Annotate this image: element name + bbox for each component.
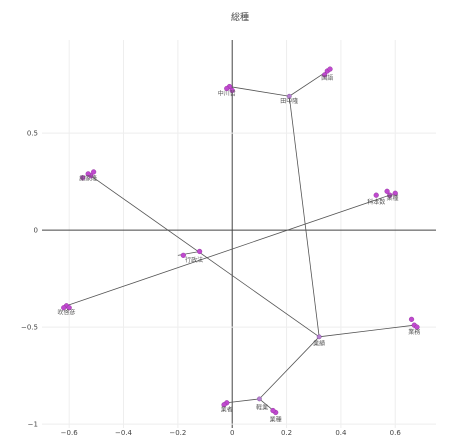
data-point	[256, 396, 262, 402]
point-label: 業績	[313, 340, 325, 348]
point-label: 業種	[387, 194, 399, 202]
grid-layer	[42, 40, 436, 428]
point-label: 謝家隆	[79, 175, 97, 183]
y-tick-label: −1	[28, 421, 38, 429]
data-point	[224, 85, 230, 92]
edge-line	[259, 336, 320, 400]
data-point	[80, 175, 86, 181]
point-label: 中川哲	[218, 89, 236, 97]
data-point	[327, 66, 333, 72]
data-point	[414, 324, 420, 330]
data-point	[66, 305, 72, 311]
point-label: 業者	[221, 406, 233, 414]
x-tick-label: 0.4	[335, 429, 347, 436]
point-label: 業務	[408, 328, 420, 336]
point-layer	[61, 66, 420, 416]
y-tick-label: −0.5	[21, 324, 38, 332]
data-point	[286, 93, 292, 99]
x-tick-label: 0.2	[281, 429, 292, 436]
x-tick-label: −0.6	[61, 429, 79, 436]
y-tick-label: 0	[34, 227, 38, 235]
point-label: 田中隆	[280, 97, 298, 105]
edge-line	[66, 192, 396, 307]
point-label: 科本数	[367, 198, 385, 206]
data-point	[316, 334, 322, 340]
x-tick-label: −0.2	[169, 429, 186, 436]
data-point	[91, 169, 97, 175]
data-point	[229, 87, 235, 94]
data-point	[387, 192, 393, 198]
data-point	[373, 192, 379, 198]
data-point	[61, 305, 67, 311]
edge-line	[226, 398, 260, 404]
data-point	[180, 252, 186, 258]
x-tick-label: −0.4	[115, 429, 133, 436]
point-label: 軽業	[256, 404, 268, 412]
edge-line	[229, 86, 290, 97]
point-label: 業種	[270, 415, 282, 423]
edge-layer	[66, 70, 415, 413]
point-label: 吹啓彦	[57, 309, 75, 317]
chart-title: 総種	[231, 11, 249, 23]
data-point	[384, 188, 390, 194]
data-point	[408, 316, 415, 322]
data-point	[321, 72, 328, 78]
edge-line	[319, 324, 415, 338]
data-point	[197, 248, 203, 255]
y-tick-label: 0.5	[27, 130, 38, 138]
data-point	[221, 402, 227, 408]
data-point	[85, 171, 91, 177]
edge-line	[289, 70, 328, 97]
point-label: 国語	[321, 74, 333, 82]
edge-line	[90, 175, 320, 338]
data-point	[392, 190, 398, 196]
data-point	[270, 407, 276, 414]
x-tick-label: 0	[230, 429, 234, 436]
tick-layer: −0.6 −0.4 −0.2 0 0.2 0.4 0.6 −1 −0.5 0 0.5	[21, 130, 401, 436]
edge-line	[288, 96, 320, 337]
point-label: 行政法	[185, 256, 203, 264]
x-tick-label: 0.6	[390, 429, 402, 436]
